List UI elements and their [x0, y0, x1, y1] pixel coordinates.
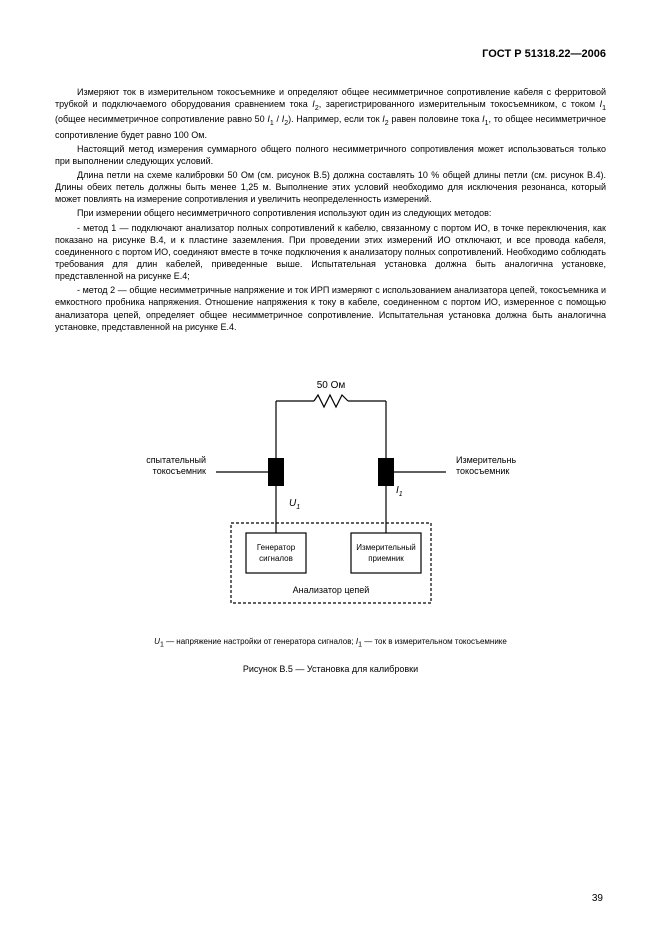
paragraph-3: Длина петли на схеме калибровки 50 Ом (с…	[55, 169, 606, 205]
legend-mid2: — ток в измерительном токосъемнике	[362, 637, 507, 646]
figure-caption: Рисунок В.5 — Установка для калибровки	[55, 664, 606, 674]
paragraph-6: - метод 2 — общие несимметричные напряже…	[55, 284, 606, 333]
p1-text-e: ). Например, если ток	[288, 114, 382, 124]
page: ГОСТ Р 51318.22—2006 Измеряют ток в изме…	[0, 0, 661, 936]
u1-label: U1	[289, 498, 300, 511]
body-text: Измеряют ток в измерительном токосъемник…	[55, 86, 606, 333]
paragraph-1: Измеряют ток в измерительном токосъемник…	[55, 86, 606, 141]
paragraph-2: Настоящий метод измерения суммарного общ…	[55, 143, 606, 167]
receiver-label-2: приемник	[368, 554, 404, 563]
generator-label-2: сигналов	[259, 554, 293, 563]
figure-b5: 50 Ом Испытательный токосъемник Измерите…	[55, 363, 606, 675]
p1-text-d: /	[274, 114, 282, 124]
paragraph-4: При измерении общего несимметричного соп…	[55, 207, 606, 219]
p1-text-f: равен половине тока	[389, 114, 482, 124]
p1-i1-sub: 1	[602, 105, 606, 112]
doc-reference: ГОСТ Р 51318.22—2006	[482, 48, 606, 60]
paragraph-5: - метод 1 — подключают анализатор полных…	[55, 222, 606, 283]
resistor-label: 50 Ом	[316, 380, 345, 391]
legend-mid1: — напряжение настройки от генератора сиг…	[164, 637, 356, 646]
generator-box	[246, 533, 306, 573]
i1-label: I1	[396, 485, 403, 498]
figure-svg: 50 Ом Испытательный токосъемник Измерите…	[146, 363, 516, 623]
p1-text-b: , зарегистрированного измерительным токо…	[319, 99, 600, 109]
analyzer-label: Анализатор цепей	[292, 585, 369, 595]
receiver-label-1: Измерительный	[356, 543, 416, 552]
figure-legend: U1 — напряжение настройки от генератора …	[55, 637, 606, 649]
receiver-box	[351, 533, 421, 573]
doc-header: ГОСТ Р 51318.22—2006	[55, 48, 606, 60]
generator-label-1: Генератор	[256, 543, 295, 552]
left-clamp-label-2: токосъемник	[152, 466, 205, 476]
left-clamp-label-1: Испытательный	[146, 455, 206, 465]
right-clamp-label-1: Измерительный	[456, 455, 516, 465]
right-clamp-label-2: токосъемник	[456, 466, 509, 476]
p1-text-c: (общее несимметричное сопротивление равн…	[55, 114, 267, 124]
page-number: 39	[592, 893, 603, 904]
